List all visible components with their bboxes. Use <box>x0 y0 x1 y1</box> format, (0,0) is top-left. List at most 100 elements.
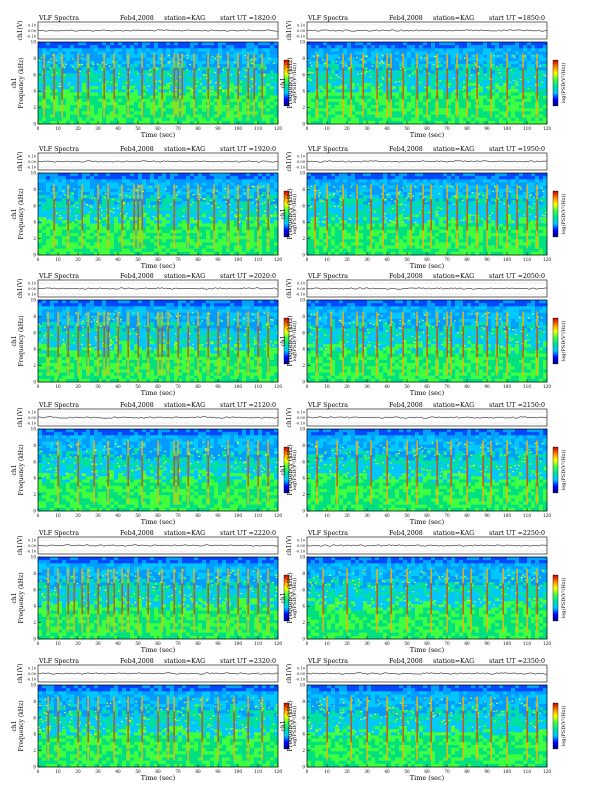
heatmap-cell <box>459 61 463 64</box>
heatmap-cell <box>479 99 483 102</box>
heatmap-cell <box>130 99 134 102</box>
heatmap-cell <box>335 102 339 105</box>
heatmap-cell <box>150 118 154 121</box>
emission-speckle <box>473 62 475 63</box>
heatmap-cell <box>503 42 507 45</box>
heatmap-cell <box>118 105 122 108</box>
heatmap-cell <box>130 249 134 252</box>
sferic-burst-core <box>194 68 195 99</box>
heatmap-cell <box>459 67 463 70</box>
heatmap-cell <box>471 105 475 108</box>
heatmap-cell <box>515 74 519 77</box>
heatmap-cell <box>170 42 174 45</box>
heatmap-cell <box>319 45 323 48</box>
heatmap-cell <box>411 80 415 83</box>
heatmap-cell <box>266 77 270 80</box>
heatmap-cell <box>94 179 98 182</box>
emission-speckle <box>249 88 251 89</box>
heatmap-cell <box>254 45 258 48</box>
heatmap-cell <box>266 64 270 67</box>
heatmap-cell <box>130 74 134 77</box>
heatmap-cell <box>226 42 230 45</box>
emission-speckle <box>147 74 149 75</box>
heatmap-cell <box>178 45 182 48</box>
heatmap-cell <box>130 111 134 114</box>
time-tick-label: 30 <box>364 126 370 131</box>
heatmap-cell <box>82 92 86 95</box>
heatmap-cell <box>186 249 190 252</box>
emission-speckle <box>345 85 347 86</box>
heatmap-cell <box>82 176 86 179</box>
heatmap-cell <box>230 217 234 220</box>
heatmap-cell <box>98 64 102 67</box>
heatmap-cell <box>407 64 411 67</box>
heatmap-cell <box>38 70 42 73</box>
heatmap-cell <box>138 179 142 182</box>
heatmap-cell <box>451 80 455 83</box>
sferic-burst-core <box>182 68 183 99</box>
heatmap-cell <box>118 83 122 86</box>
heatmap-cell <box>98 92 102 95</box>
heatmap-cell <box>427 45 431 48</box>
heatmap-cell <box>178 42 182 45</box>
heatmap-cell <box>94 89 98 92</box>
heatmap-cell <box>82 89 86 92</box>
heatmap-cell <box>38 186 42 189</box>
heatmap-cell <box>198 70 202 73</box>
heatmap-cell <box>170 173 174 176</box>
heatmap-cell <box>122 99 126 102</box>
panel-start-time: start UT =1850:0 <box>489 15 545 22</box>
heatmap-cell <box>202 70 206 73</box>
heatmap-cell <box>114 118 118 121</box>
heatmap-cell <box>190 45 194 48</box>
heatmap-cell <box>439 89 443 92</box>
heatmap-cell <box>222 80 226 83</box>
heatmap-cell <box>379 92 383 95</box>
heatmap-cell <box>230 105 234 108</box>
heatmap-cell <box>90 80 94 83</box>
heatmap-cell <box>98 89 102 92</box>
heatmap-cell <box>134 118 138 121</box>
emission-speckle <box>528 81 530 82</box>
heatmap-cell <box>82 102 86 105</box>
heatmap-cell <box>62 211 66 214</box>
heatmap-cell <box>339 118 343 121</box>
heatmap-cell <box>162 208 166 211</box>
heatmap-cell <box>242 64 246 67</box>
heatmap-cell <box>154 173 158 176</box>
heatmap-cell <box>202 208 206 211</box>
heatmap-cell <box>90 48 94 51</box>
heatmap-cell <box>114 189 118 192</box>
heatmap-cell <box>166 42 170 45</box>
heatmap-cell <box>174 249 178 252</box>
heatmap-cell <box>162 176 166 179</box>
heatmap-cell <box>118 179 122 182</box>
emission-speckle <box>72 66 74 67</box>
heatmap-cell <box>102 173 106 176</box>
emission-speckle <box>50 59 52 60</box>
emission-speckle <box>325 63 327 64</box>
heatmap-cell <box>38 51 42 54</box>
heatmap-cell <box>266 86 270 89</box>
heatmap-cell <box>146 236 150 239</box>
heatmap-cell <box>158 45 162 48</box>
time-tick-label: 30 <box>95 126 101 131</box>
heatmap-cell <box>134 99 138 102</box>
channel-label: ch1 <box>11 77 18 88</box>
heatmap-cell <box>154 42 158 45</box>
heatmap-cell <box>242 99 246 102</box>
heatmap-cell <box>339 48 343 51</box>
heatmap-cell <box>46 118 50 121</box>
heatmap-cell <box>459 48 463 51</box>
heatmap-cell <box>222 74 226 77</box>
heatmap-cell <box>110 179 114 182</box>
heatmap-cell <box>439 86 443 89</box>
heatmap-cell <box>407 58 411 61</box>
heatmap-cell <box>134 45 138 48</box>
heatmap-cell <box>266 74 270 77</box>
heatmap-cell <box>58 198 62 201</box>
heatmap-cell <box>178 205 182 208</box>
heatmap-cell <box>86 195 90 198</box>
heatmap-cell <box>315 42 319 45</box>
heatmap-cell <box>479 70 483 73</box>
